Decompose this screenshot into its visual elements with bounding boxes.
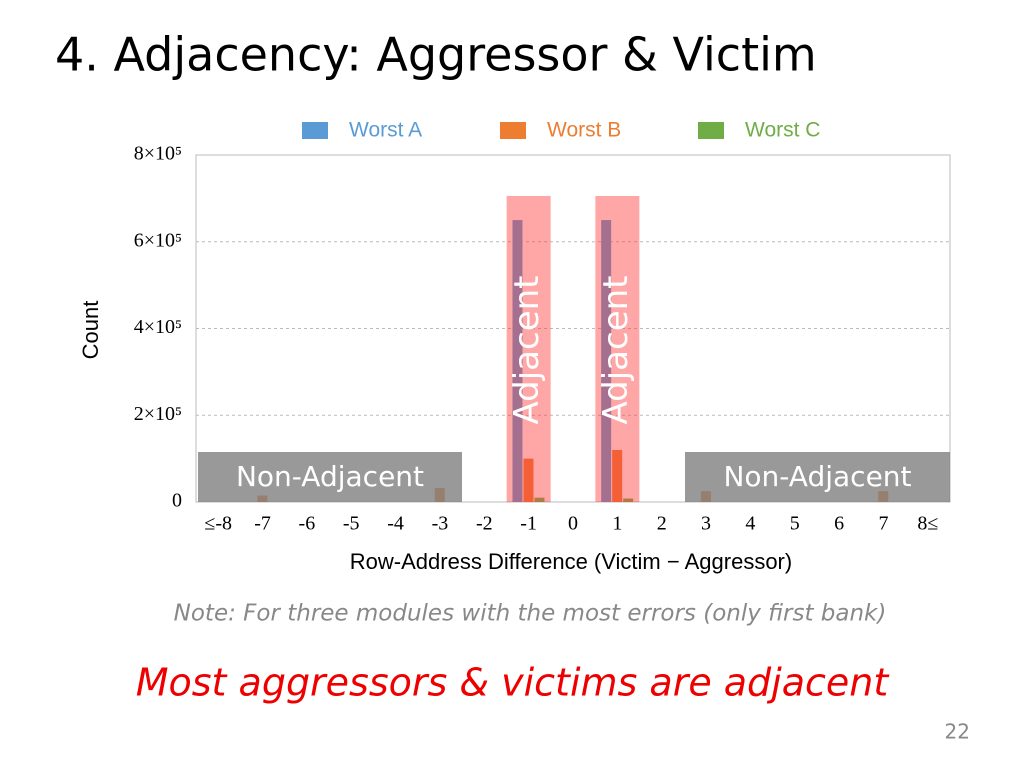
bar <box>601 220 612 502</box>
x-tick-label: 3 <box>701 513 711 535</box>
x-tick-label: 2 <box>657 513 667 535</box>
x-tick-label: 0 <box>568 513 578 535</box>
legend-label: Worst B <box>547 119 621 142</box>
legend-swatch <box>698 122 724 139</box>
legend-label: Worst C <box>745 119 820 142</box>
note: Note: For three modules with the most er… <box>174 601 887 627</box>
x-tick-label: 5 <box>790 513 800 535</box>
annotation: Non-Adjacent <box>723 460 911 493</box>
bar <box>534 497 545 502</box>
legend-swatch <box>302 122 328 139</box>
y-tick-label: 6×10⁵ <box>134 229 182 251</box>
x-tick-label: 6 <box>834 513 844 535</box>
annotation: Adjacent <box>596 275 636 424</box>
x-tick-label: 4 <box>745 513 755 535</box>
y-tick-label: 8×10⁵ <box>134 143 182 165</box>
x-tick-label: 7 <box>878 513 888 535</box>
adjacent-highlight <box>506 196 551 502</box>
legend-swatch <box>500 122 526 139</box>
x-tick-label: -3 <box>432 513 449 535</box>
plot-frame <box>195 154 951 503</box>
legend-label: Worst A <box>349 119 422 142</box>
x-tick-label: -4 <box>387 513 404 535</box>
y-axis-label: Count <box>78 301 103 360</box>
page-number: 22 <box>945 720 970 744</box>
annotation: Non-Adjacent <box>236 460 424 493</box>
x-tick-label: 8≤ <box>917 513 938 535</box>
slide-title: 4. Adjacency: Aggressor & Victim <box>55 28 817 82</box>
x-tick-label: -1 <box>520 513 537 535</box>
bar <box>623 498 634 502</box>
x-tick-label: ≤-8 <box>204 513 232 535</box>
x-tick-label: -6 <box>299 513 316 535</box>
x-tick-label: 1 <box>612 513 622 535</box>
y-tick-label: 2×10⁵ <box>134 403 182 425</box>
y-tick-label: 4×10⁵ <box>134 316 182 338</box>
non-adjacent-box <box>198 452 462 502</box>
bar <box>612 449 623 502</box>
takeaway: Most aggressors & victims are adjacent <box>136 661 891 705</box>
non-adjacent-box <box>685 452 950 502</box>
x-axis-label: Row-Address Difference (Victim − Aggress… <box>350 549 792 574</box>
x-tick-label: -2 <box>476 513 493 535</box>
bar <box>523 458 534 502</box>
bar <box>512 220 523 502</box>
y-tick-label: 0 <box>172 490 182 512</box>
annotation: Adjacent <box>507 275 547 424</box>
adjacent-highlight <box>595 196 640 502</box>
x-tick-label: -7 <box>254 513 271 535</box>
x-tick-label: -5 <box>343 513 360 535</box>
